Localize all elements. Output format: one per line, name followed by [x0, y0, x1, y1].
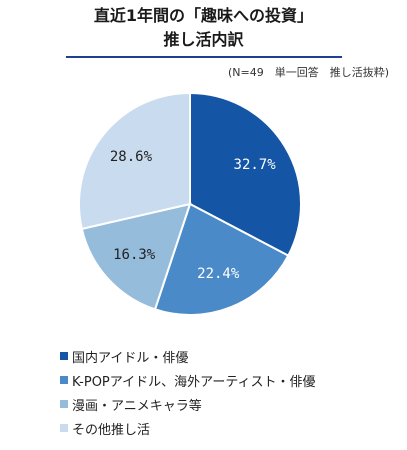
data-label-kpop-overseas: 22.4%	[197, 266, 240, 282]
legend-label-other: その他推し活	[72, 422, 151, 438]
legend-swatch-manga-anime	[60, 400, 68, 408]
pie-slice-manga-anime	[80, 202, 192, 311]
chart-title-line-1: 直近1年間の「趣味への投資」	[93, 6, 314, 25]
pie-slice-other	[78, 91, 191, 231]
data-label-other: 28.6%	[110, 149, 153, 165]
legend-item-domestic-idol: 国内アイドル・俳優	[60, 344, 316, 368]
pie-slice-domestic-idol	[189, 91, 302, 257]
chart-note: (N=49 単一回答 推し活抜粋)	[227, 66, 389, 79]
legend: 国内アイドル・俳優 K-POPアイドル、海外アーティスト・俳優 漫画・アニメキャ…	[60, 344, 316, 440]
legend-label-manga-anime: 漫画・アニメキャラ等	[72, 398, 202, 414]
title-underline	[66, 56, 342, 58]
pie-slice-kpop-overseas	[153, 202, 290, 316]
legend-swatch-other	[60, 424, 68, 432]
data-label-manga-anime: 16.3%	[113, 247, 156, 263]
legend-label-domestic-idol: 国内アイドル・俳優	[72, 350, 189, 366]
legend-item-other: その他推し活	[60, 416, 316, 440]
data-label-domestic-idol: 32.7%	[234, 157, 277, 173]
legend-swatch-domestic-idol	[60, 352, 68, 360]
legend-item-kpop-overseas: K-POPアイドル、海外アーティスト・俳優	[60, 368, 316, 392]
legend-item-manga-anime: 漫画・アニメキャラ等	[60, 392, 316, 416]
chart-title: 直近1年間の「趣味への投資」 推し活内訳	[0, 4, 407, 52]
chart-title-line-2: 推し活内訳	[163, 30, 244, 49]
legend-swatch-kpop-overseas	[60, 376, 68, 384]
legend-label-kpop-overseas: K-POPアイドル、海外アーティスト・俳優	[72, 374, 316, 390]
